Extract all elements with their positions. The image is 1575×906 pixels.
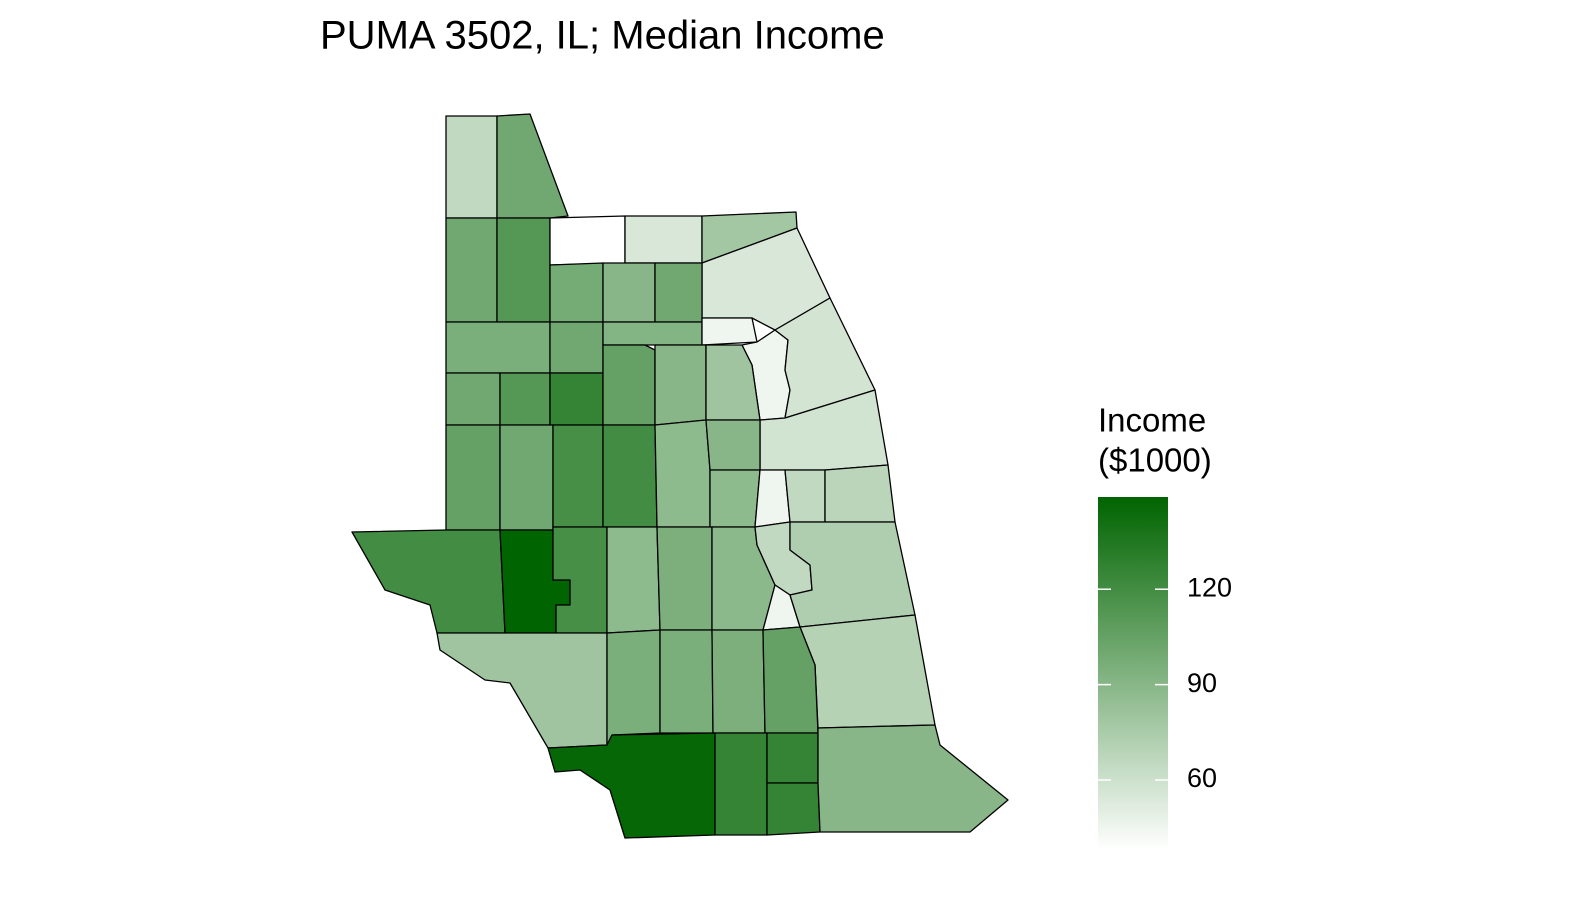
- region: [602, 344, 656, 426]
- region: [714, 732, 768, 836]
- region: [784, 469, 826, 523]
- tick-label: 120: [1187, 572, 1232, 602]
- region: [705, 344, 761, 421]
- region: [774, 297, 876, 419]
- region: [656, 526, 713, 631]
- region: [654, 262, 703, 323]
- region: [606, 526, 661, 634]
- region: [711, 629, 766, 734]
- region: [499, 372, 551, 426]
- region: [499, 424, 554, 531]
- region: [709, 469, 761, 528]
- legend-title: ($1000): [1098, 442, 1212, 479]
- region: [436, 632, 608, 749]
- region: [817, 724, 1009, 833]
- region: [754, 469, 791, 528]
- region: [445, 372, 501, 426]
- region: [547, 732, 716, 839]
- region: [654, 344, 707, 426]
- region: [824, 464, 896, 523]
- region: [624, 215, 703, 264]
- region: [552, 424, 604, 528]
- region: [705, 419, 761, 471]
- legend-title: Income: [1098, 402, 1206, 439]
- region: [799, 614, 936, 729]
- region: [789, 521, 916, 628]
- region: [496, 217, 551, 323]
- region: [766, 732, 819, 784]
- map-title: PUMA 3502, IL; Median Income: [320, 14, 885, 58]
- region: [496, 113, 569, 219]
- region: [602, 321, 703, 346]
- region: [762, 626, 819, 734]
- region: [445, 424, 501, 531]
- region: [549, 372, 604, 426]
- region: [552, 526, 608, 634]
- tick-label: 90: [1187, 668, 1217, 698]
- region: [445, 321, 551, 374]
- region: [549, 321, 604, 374]
- tick-label: 60: [1187, 763, 1217, 793]
- region: [351, 529, 506, 634]
- region: [549, 262, 604, 323]
- region: [602, 424, 658, 528]
- region: [701, 317, 758, 346]
- region: [445, 115, 498, 219]
- color-bar: [1098, 497, 1168, 850]
- region: [602, 262, 656, 323]
- region: [445, 217, 498, 323]
- region: [654, 419, 711, 528]
- legend: 60 90 120: [1098, 497, 1232, 850]
- region: [549, 215, 626, 266]
- region: [766, 782, 821, 836]
- region: [606, 629, 661, 746]
- regions: [351, 113, 1009, 839]
- region: [659, 629, 714, 734]
